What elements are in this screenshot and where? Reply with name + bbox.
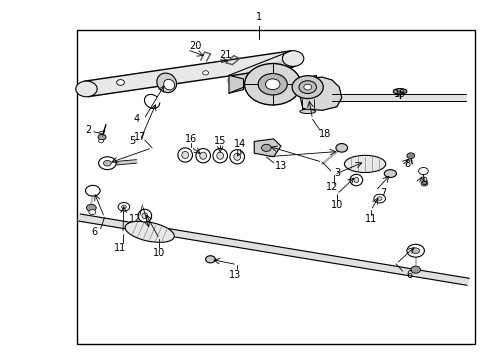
Circle shape bbox=[85, 185, 100, 196]
Text: 16: 16 bbox=[184, 134, 197, 144]
Ellipse shape bbox=[200, 152, 206, 159]
Circle shape bbox=[373, 194, 385, 203]
Circle shape bbox=[244, 64, 300, 105]
Text: 10: 10 bbox=[330, 200, 342, 210]
Circle shape bbox=[335, 144, 347, 152]
Polygon shape bbox=[78, 214, 468, 285]
Circle shape bbox=[406, 153, 414, 158]
Text: 5: 5 bbox=[129, 136, 136, 146]
Ellipse shape bbox=[384, 170, 396, 177]
Circle shape bbox=[376, 197, 381, 201]
Ellipse shape bbox=[353, 177, 358, 183]
Text: 11: 11 bbox=[364, 214, 376, 224]
Ellipse shape bbox=[349, 174, 362, 186]
Text: 6: 6 bbox=[406, 270, 412, 280]
Text: 13: 13 bbox=[274, 161, 286, 171]
Text: 18: 18 bbox=[318, 129, 330, 139]
Text: 9: 9 bbox=[421, 177, 427, 187]
Circle shape bbox=[411, 248, 419, 253]
Text: 6: 6 bbox=[91, 227, 98, 237]
Ellipse shape bbox=[157, 73, 176, 93]
Circle shape bbox=[76, 81, 97, 97]
Polygon shape bbox=[84, 51, 295, 96]
Ellipse shape bbox=[182, 152, 188, 158]
Circle shape bbox=[116, 80, 124, 85]
Ellipse shape bbox=[163, 79, 174, 90]
Text: 17: 17 bbox=[134, 132, 146, 142]
Ellipse shape bbox=[392, 89, 406, 94]
Circle shape bbox=[282, 51, 303, 66]
Ellipse shape bbox=[138, 209, 151, 222]
Circle shape bbox=[103, 160, 111, 166]
Circle shape bbox=[410, 266, 420, 273]
Circle shape bbox=[121, 205, 126, 208]
Text: 8: 8 bbox=[404, 159, 409, 169]
Text: 20: 20 bbox=[189, 41, 202, 51]
Ellipse shape bbox=[212, 149, 227, 163]
Polygon shape bbox=[254, 139, 281, 157]
Ellipse shape bbox=[344, 156, 385, 172]
Polygon shape bbox=[228, 75, 243, 93]
Text: 12: 12 bbox=[325, 182, 338, 192]
Text: 1: 1 bbox=[256, 13, 262, 22]
Ellipse shape bbox=[299, 109, 315, 113]
Ellipse shape bbox=[229, 150, 244, 164]
Circle shape bbox=[298, 81, 316, 94]
Circle shape bbox=[99, 139, 103, 143]
Ellipse shape bbox=[178, 148, 192, 162]
Ellipse shape bbox=[216, 152, 223, 159]
Ellipse shape bbox=[125, 221, 174, 242]
Circle shape bbox=[118, 203, 129, 211]
Circle shape bbox=[258, 73, 287, 95]
Ellipse shape bbox=[196, 149, 210, 163]
Text: 19: 19 bbox=[393, 89, 406, 99]
Circle shape bbox=[202, 71, 208, 75]
Circle shape bbox=[86, 204, 96, 211]
Text: 13: 13 bbox=[228, 270, 241, 280]
Text: 12: 12 bbox=[129, 214, 141, 224]
Text: 14: 14 bbox=[233, 139, 245, 149]
Text: 3: 3 bbox=[333, 168, 339, 178]
Circle shape bbox=[98, 134, 106, 140]
Circle shape bbox=[420, 181, 427, 186]
Circle shape bbox=[418, 167, 427, 175]
Circle shape bbox=[303, 84, 311, 90]
Text: 11: 11 bbox=[114, 243, 126, 253]
Circle shape bbox=[99, 157, 116, 170]
Circle shape bbox=[291, 76, 323, 99]
Text: 15: 15 bbox=[214, 136, 226, 146]
Text: 7: 7 bbox=[379, 188, 386, 198]
Polygon shape bbox=[301, 75, 316, 93]
Text: 10: 10 bbox=[153, 248, 165, 258]
Circle shape bbox=[406, 244, 424, 257]
Ellipse shape bbox=[142, 213, 147, 219]
Bar bbox=[77, 30, 474, 344]
Ellipse shape bbox=[233, 153, 240, 160]
Circle shape bbox=[265, 79, 280, 90]
Text: 2: 2 bbox=[84, 125, 91, 135]
Text: 21: 21 bbox=[219, 50, 231, 60]
Text: 4: 4 bbox=[133, 114, 140, 124]
Circle shape bbox=[261, 144, 271, 152]
Circle shape bbox=[89, 210, 96, 215]
Polygon shape bbox=[298, 77, 341, 111]
Circle shape bbox=[205, 256, 215, 263]
